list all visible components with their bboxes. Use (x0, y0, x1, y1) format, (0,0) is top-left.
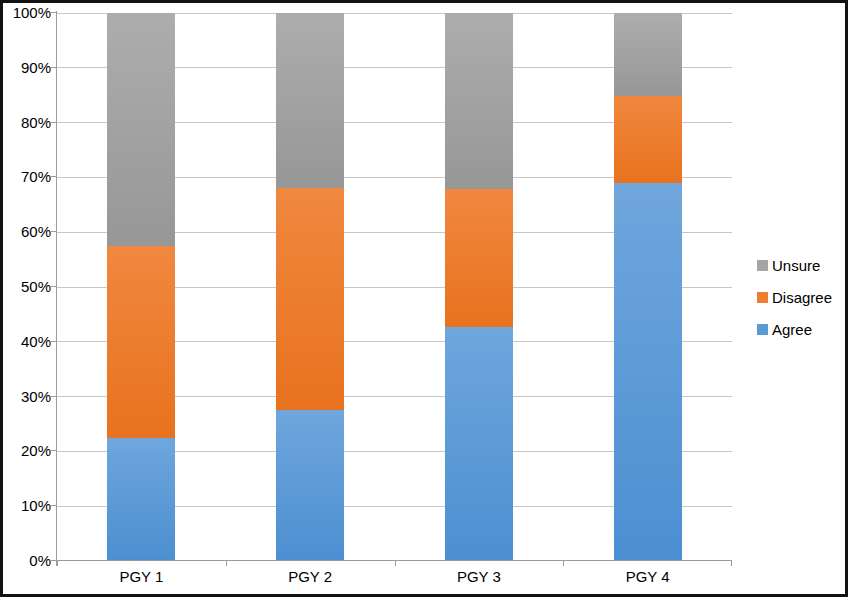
y-axis-tick (51, 341, 56, 342)
bar-segment-pgy-3-unsure[interactable] (445, 13, 513, 189)
x-axis-tick (226, 561, 227, 566)
y-axis-tick (51, 176, 56, 177)
x-axis-tick (395, 561, 396, 566)
bar-stack-pgy-4 (614, 13, 682, 561)
x-axis-tick (563, 561, 564, 566)
bar-segment-pgy-4-agree[interactable] (614, 183, 682, 561)
plot-area (57, 13, 732, 561)
x-axis-tick (57, 561, 58, 566)
y-axis-tick-label: 40% (3, 334, 51, 350)
legend-swatch-disagree (757, 292, 768, 303)
y-axis-tick (51, 12, 56, 13)
bar-stack-pgy-3 (445, 13, 513, 561)
bar-segment-pgy-1-disagree[interactable] (107, 246, 175, 438)
y-axis-tick-label: 80% (3, 115, 51, 131)
y-axis-tick-label: 30% (3, 389, 51, 405)
legend-label-agree: Agree (772, 321, 812, 338)
legend-swatch-agree (757, 324, 768, 335)
bar-segment-pgy-3-agree[interactable] (445, 327, 513, 561)
bar-stack-pgy-1 (107, 13, 175, 561)
y-axis-tick-label: 90% (3, 60, 51, 76)
y-axis-tick (51, 396, 56, 397)
x-axis-category-label: PGY 2 (250, 569, 370, 585)
y-axis-tick (51, 231, 56, 232)
stacked-bar-chart-canvas: Unsure Disagree Agree PGY 1 PGY 2 PGY 3 PGY 4… (0, 0, 848, 597)
y-axis-tick (51, 122, 56, 123)
y-axis-tick (51, 560, 56, 561)
x-axis-category-label: PGY 3 (419, 569, 539, 585)
legend-label-disagree: Disagree (772, 289, 832, 306)
bar-segment-pgy-2-unsure[interactable] (276, 13, 344, 188)
y-axis-tick-label: 100% (3, 5, 51, 21)
y-axis-tick-label: 20% (3, 443, 51, 459)
bar-segment-pgy-3-disagree[interactable] (445, 189, 513, 327)
y-axis-tick (51, 67, 56, 68)
legend-item-disagree[interactable]: Disagree (757, 289, 832, 305)
y-axis-tick-label: 50% (3, 279, 51, 295)
legend-swatch-unsure (757, 260, 768, 271)
x-axis-category-label: PGY 1 (81, 569, 201, 585)
y-axis-tick-label: 0% (3, 553, 51, 569)
bar-segment-pgy-2-agree[interactable] (276, 410, 344, 561)
y-axis-tick (51, 450, 56, 451)
x-axis-category-label: PGY 4 (588, 569, 708, 585)
chart-legend: Unsure Disagree Agree (757, 257, 832, 353)
bar-segment-pgy-1-unsure[interactable] (107, 13, 175, 246)
y-axis-tick (51, 505, 56, 506)
x-axis-tick (731, 561, 732, 566)
bar-stack-pgy-2 (276, 13, 344, 561)
y-axis-tick-label: 70% (3, 169, 51, 185)
bar-segment-pgy-1-agree[interactable] (107, 438, 175, 561)
y-axis-line (56, 11, 57, 566)
bar-segment-pgy-4-unsure[interactable] (614, 13, 682, 96)
legend-item-agree[interactable]: Agree (757, 321, 832, 337)
y-axis-tick (51, 286, 56, 287)
legend-label-unsure: Unsure (772, 257, 820, 274)
bar-segment-pgy-4-disagree[interactable] (614, 96, 682, 184)
y-axis-tick-label: 10% (3, 498, 51, 514)
bar-segment-pgy-2-disagree[interactable] (276, 188, 344, 410)
y-axis-tick-label: 60% (3, 224, 51, 240)
legend-item-unsure[interactable]: Unsure (757, 257, 832, 273)
